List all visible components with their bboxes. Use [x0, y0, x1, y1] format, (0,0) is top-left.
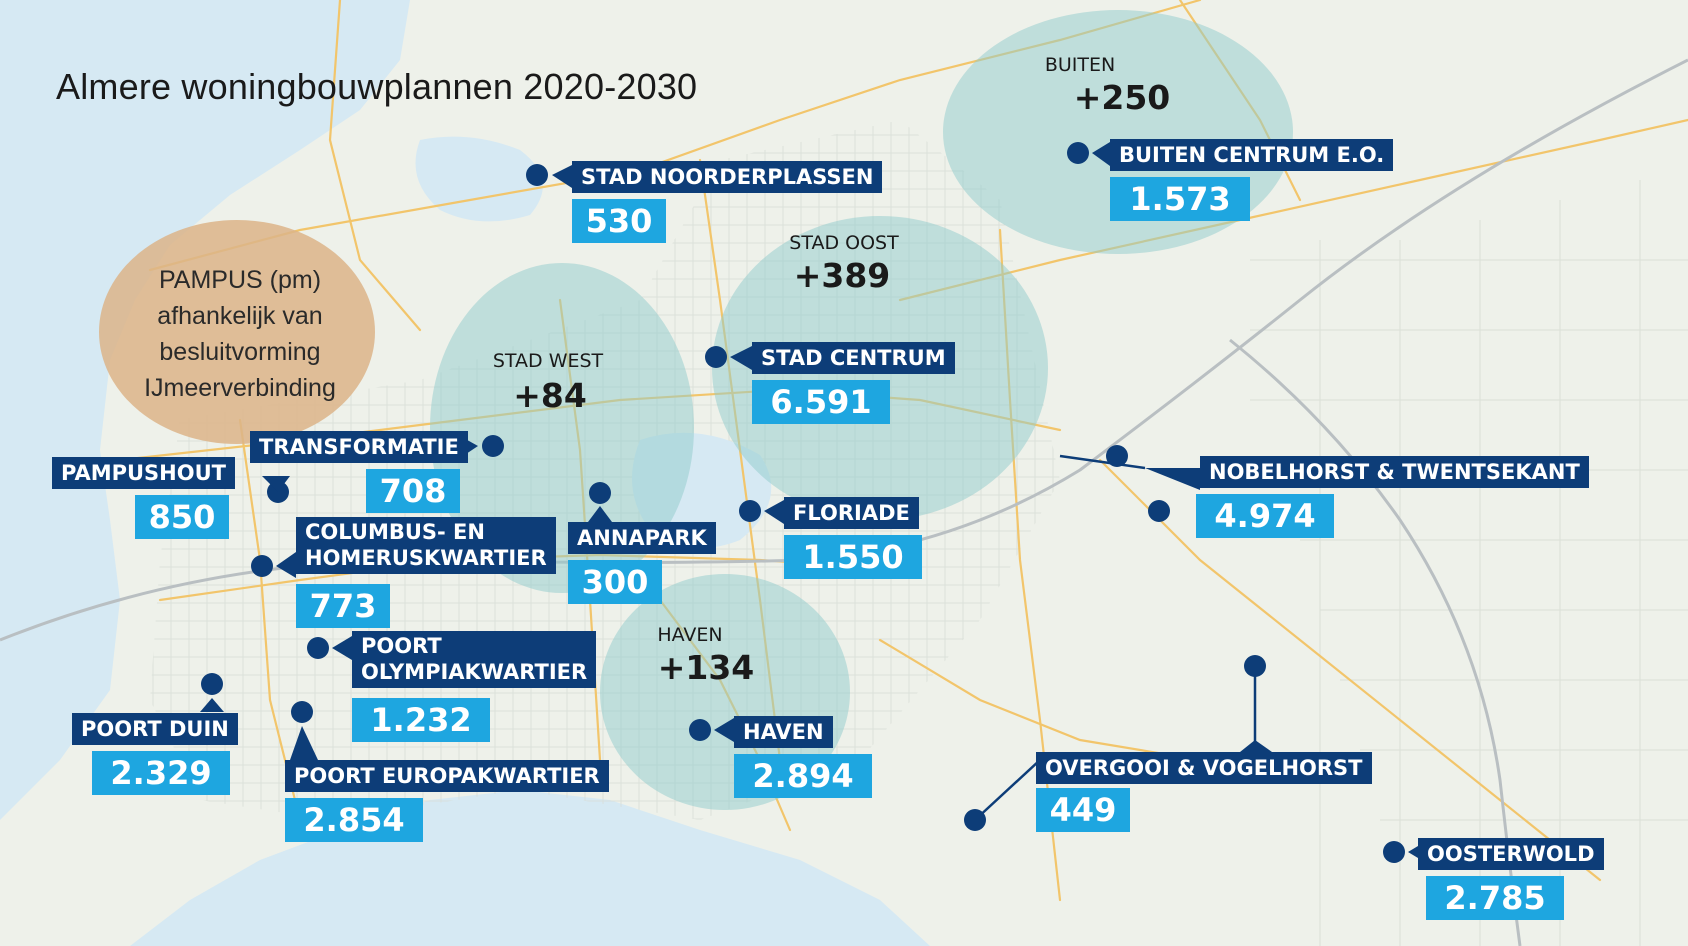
- district-area-haven: [600, 574, 850, 810]
- marker-stad-centrum: [705, 346, 727, 368]
- marker-columbus: [251, 555, 273, 577]
- district-area-stad-oost: [712, 216, 1048, 520]
- marker-nobelhorst: [1106, 445, 1128, 467]
- district-area-stad-west: [430, 263, 694, 593]
- marker-poort-europa: [291, 701, 313, 723]
- marker-overgooi-north: [1244, 655, 1266, 677]
- marker-stad-noorderplassen: [526, 164, 548, 186]
- marker-buiten-centrum: [1067, 142, 1089, 164]
- pampus-area: [99, 220, 375, 444]
- marker-transformatie: [482, 435, 504, 457]
- marker-floriade: [739, 500, 761, 522]
- map-markers: [201, 142, 1405, 863]
- district-area-buiten: [943, 10, 1293, 254]
- marker-poort-duin: [201, 673, 223, 695]
- marker-twentsekant: [1148, 500, 1170, 522]
- marker-poort-olympia: [307, 637, 329, 659]
- marker-overgooi-south: [964, 809, 986, 831]
- marker-oosterwold: [1383, 841, 1405, 863]
- noorderplassen-lake: [415, 136, 543, 222]
- marker-haven: [689, 719, 711, 741]
- marker-annapark: [589, 482, 611, 504]
